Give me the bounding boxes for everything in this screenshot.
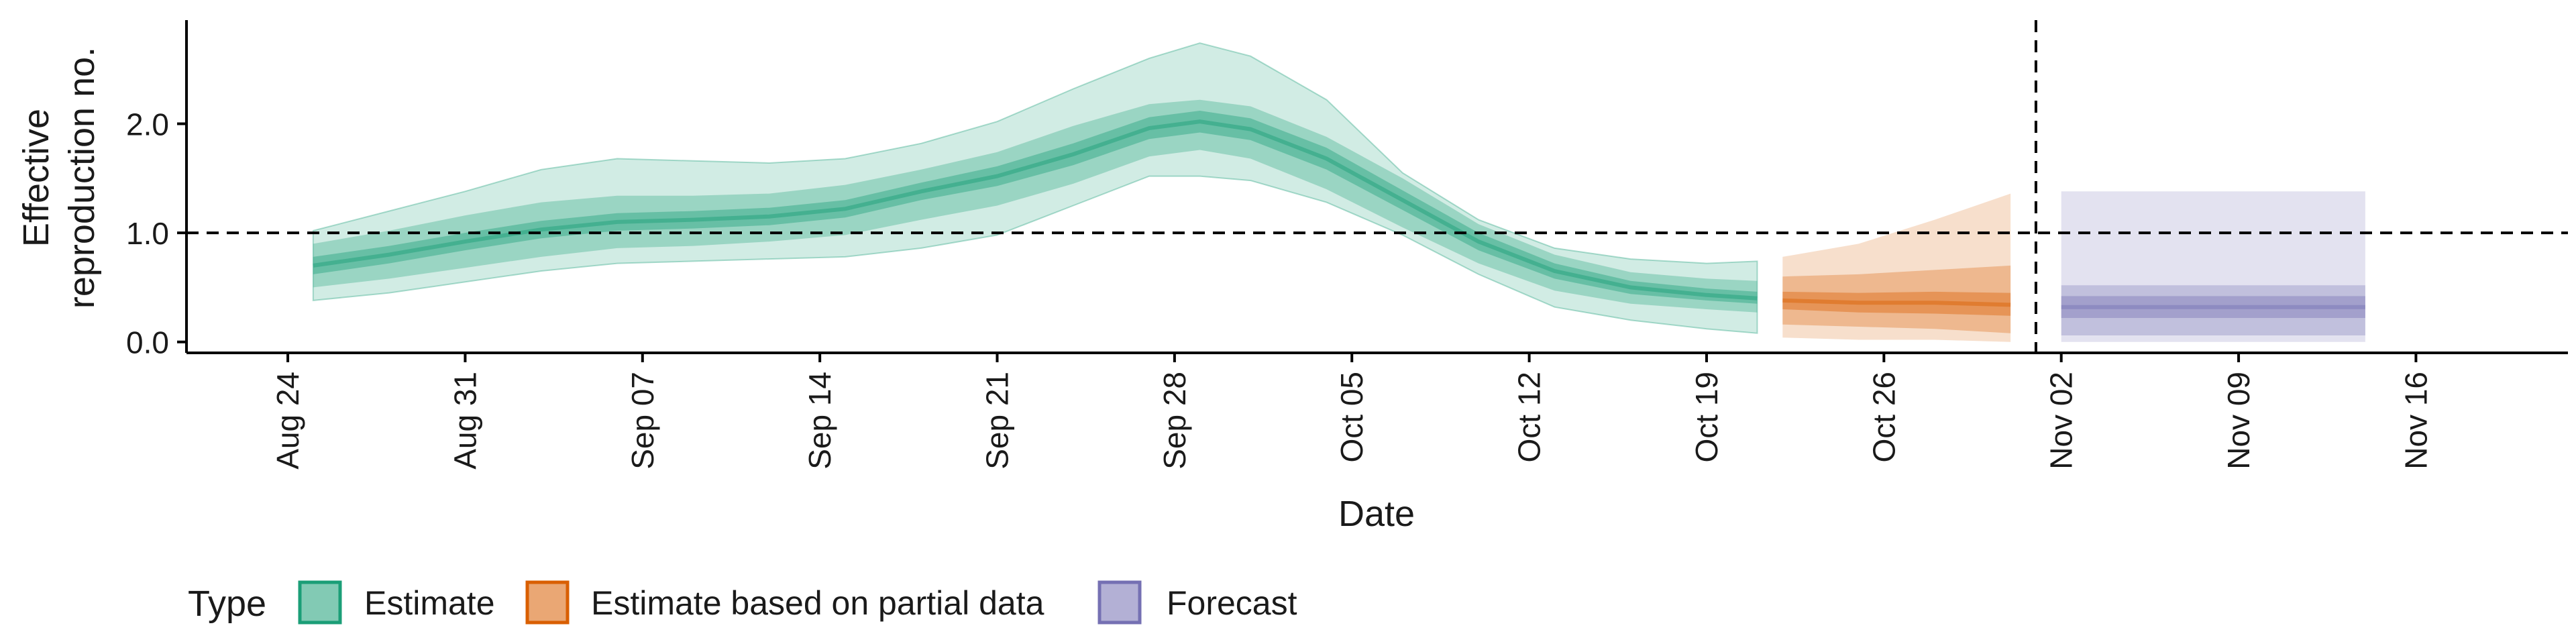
y-axis-title: Effective reproduction no. xyxy=(16,47,102,309)
ci90-band-forecast xyxy=(2061,285,2365,335)
legend-key-estimate xyxy=(298,580,342,625)
y-tick-label: 2.0 xyxy=(126,107,169,142)
x-tick-label: Oct 05 xyxy=(1334,372,1369,463)
median-line-estimate xyxy=(313,119,1758,301)
x-tick-label: Sep 28 xyxy=(1157,372,1192,470)
x-tick-label: Nov 09 xyxy=(2221,372,2256,470)
x-tick-label: Nov 16 xyxy=(2398,372,2433,470)
median-line-estimate-based-on-partial-data xyxy=(1782,298,2011,307)
series-estimate-based-on-partial-data xyxy=(1782,193,2011,342)
ci50-band-forecast xyxy=(2061,296,2365,318)
ci50-band-estimate-based-on-partial-data xyxy=(1782,291,2011,316)
x-tick-label: Aug 24 xyxy=(270,372,305,470)
axes: 0.0 1.0 2.0 Aug 24 Aug 31 Sep 07 Sep 14 Sep 21 S… xyxy=(126,20,2568,470)
legend-key-forecast xyxy=(1097,580,1142,625)
y-axis-title-line-2: reproduction no. xyxy=(62,47,102,309)
x-tick-label: Oct 12 xyxy=(1512,372,1547,463)
legend-label-estimate: Estimate xyxy=(364,584,495,622)
plot-area xyxy=(312,42,2365,342)
legend-key-partial xyxy=(525,580,570,625)
series-estimate xyxy=(312,42,1758,334)
ci95-band-forecast xyxy=(2061,191,2365,342)
x-tick-label: Oct 19 xyxy=(1689,372,1724,463)
ci95-band-estimate xyxy=(312,42,1758,334)
x-tick-label: Aug 31 xyxy=(447,372,482,470)
legend-label-partial: Estimate based on partial data xyxy=(591,584,1044,622)
series-forecast xyxy=(2061,191,2365,342)
legend: Type Estimate Estimate based on partial … xyxy=(188,580,1297,625)
legend-title: Type xyxy=(188,584,266,624)
x-tick-label: Sep 14 xyxy=(802,372,837,470)
x-tick-label: Sep 07 xyxy=(625,372,660,470)
ci50-band-estimate xyxy=(313,111,1758,304)
y-axis-title-line-1: Effective xyxy=(16,109,56,247)
x-axis-title: Date xyxy=(1338,494,1415,534)
legend-label-forecast: Forecast xyxy=(1167,584,1297,622)
x-tick-label: Oct 26 xyxy=(1866,372,1901,463)
x-tick-label: Sep 21 xyxy=(980,372,1015,470)
ci95-band-estimate-based-on-partial-data xyxy=(1782,193,2011,342)
y-tick-label: 0.0 xyxy=(126,325,169,360)
ci90-band-estimate-based-on-partial-data xyxy=(1782,265,2011,333)
y-tick-label: 1.0 xyxy=(126,216,169,251)
x-tick-label: Nov 02 xyxy=(2044,372,2079,470)
ci90-band-estimate xyxy=(313,99,1758,313)
